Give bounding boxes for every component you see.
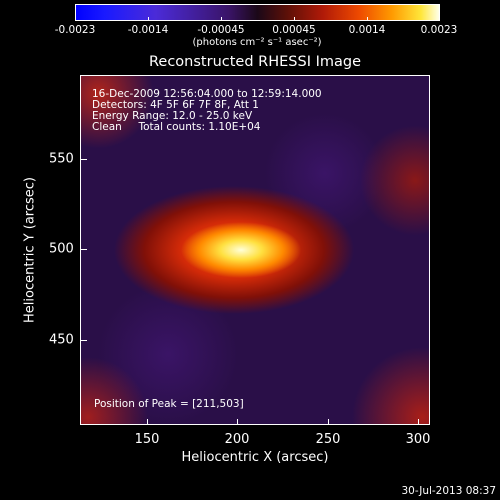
- x-axis-tick-label: 150: [134, 432, 160, 447]
- colorbar-tick: [439, 17, 440, 21]
- y-axis-tick-label: 500: [49, 241, 74, 257]
- colorbar-tick: [221, 17, 222, 21]
- colorbar-tick-label: 0.0014: [348, 24, 386, 36]
- info-line-counts: Clean Total counts: 1.10E+04: [92, 121, 261, 133]
- y-axis-tick-label: 550: [49, 151, 74, 167]
- plot-title: Reconstructed RHESSI Image: [148, 54, 362, 70]
- colorbar-tick: [367, 17, 368, 21]
- y-axis-tick: [81, 249, 87, 250]
- colorbar: [75, 4, 440, 21]
- x-axis-tick-label: 300: [405, 432, 431, 447]
- colorbar-tick: [148, 17, 149, 21]
- info-line-detectors: Detectors: 4F 5F 6F 7F 8F, Att 1: [92, 99, 259, 111]
- colorbar-tick-label: -0.0023: [54, 24, 96, 36]
- x-axis-tick: [418, 419, 419, 425]
- x-axis-tick-label: 200: [224, 432, 250, 447]
- footer-date: 30-Jul-2013 08:37: [401, 485, 496, 497]
- colorbar-tick-label: 0.00045: [272, 24, 316, 36]
- x-axis-tick: [237, 419, 238, 425]
- rhessi-image: 16-Dec-2009 12:56:04.000 to 12:59:14.000…: [80, 75, 430, 425]
- colorbar-units: (photons cm⁻² s⁻¹ asec⁻²): [192, 37, 322, 48]
- colorbar-tick-label: -0.0014: [127, 24, 169, 36]
- x-axis-tick-label: 250: [315, 432, 341, 447]
- x-axis-tick: [328, 419, 329, 425]
- y-axis-title: Heliocentric Y (arcsec): [22, 177, 38, 323]
- colorbar-tick-label: -0.00045: [197, 24, 245, 36]
- info-line-time-range: 16-Dec-2009 12:56:04.000 to 12:59:14.000: [92, 88, 322, 100]
- peak-position: Position of Peak = [211,503]: [94, 398, 244, 410]
- colorbar-tick-label: 0.0023: [420, 24, 458, 36]
- y-axis-tick: [81, 340, 87, 341]
- colorbar-tick: [294, 17, 295, 21]
- colorbar-tick: [75, 17, 76, 21]
- info-line-energy-range: Energy Range: 12.0 - 25.0 keV: [92, 110, 253, 122]
- x-axis-tick: [147, 419, 148, 425]
- x-axis-title: Heliocentric X (arcsec): [181, 450, 329, 465]
- y-axis-tick: [81, 159, 87, 160]
- y-axis-tick-label: 450: [49, 332, 74, 348]
